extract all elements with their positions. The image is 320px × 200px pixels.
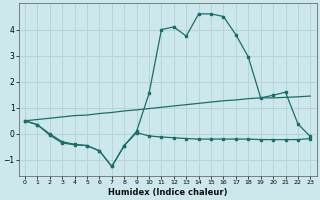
X-axis label: Humidex (Indice chaleur): Humidex (Indice chaleur) (108, 188, 228, 197)
